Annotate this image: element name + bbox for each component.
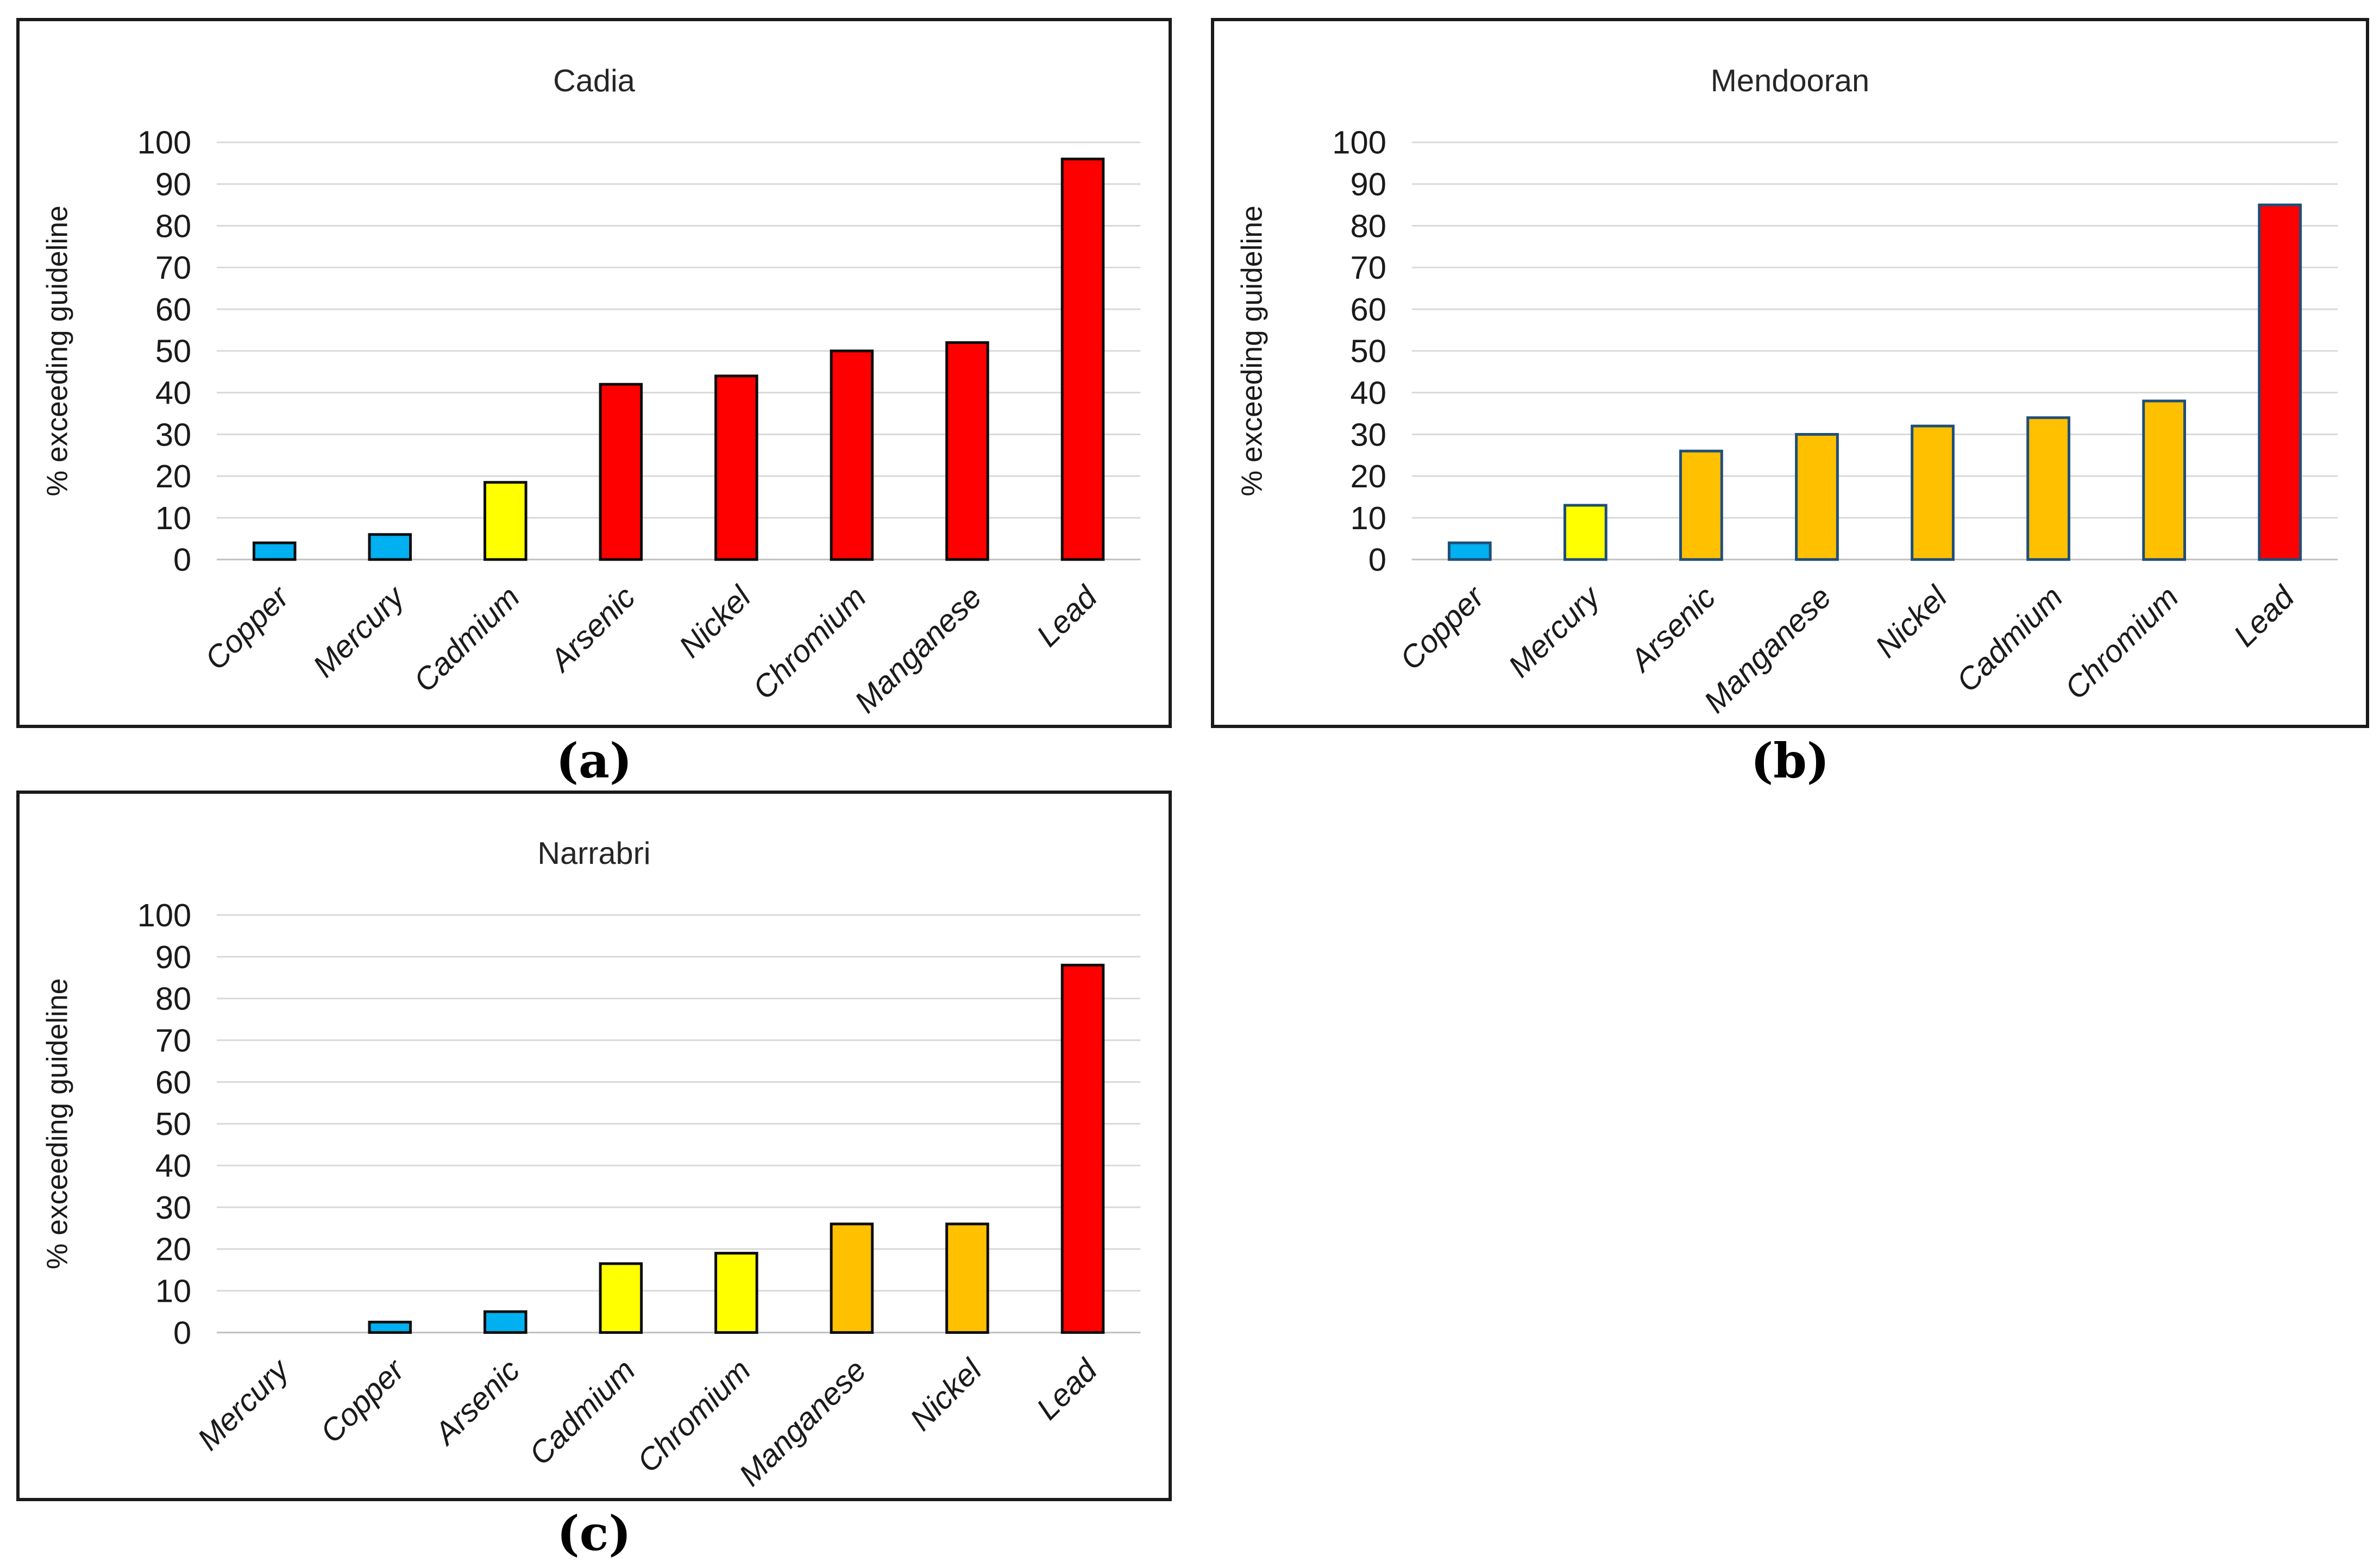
bar-arsenic [1679,449,1723,561]
y-tick-label-60: 60 [1350,291,1386,328]
y-tick-label-40: 40 [155,1147,191,1184]
y-tick-label-20: 20 [155,1231,191,1268]
bar-chromium [2142,399,2186,561]
bar-lead [1060,158,1105,561]
caption-b-text: (b) [1750,732,1830,789]
y-tick-label-70: 70 [1350,249,1386,286]
y-tick-label-20: 20 [1350,458,1386,494]
x-tick-label-cadmium: Cadmium [407,580,527,699]
y-tick-label-40: 40 [1350,375,1386,411]
y-tick-label-100: 100 [137,897,192,933]
bar-arsenic [483,1310,528,1334]
y-tick-label-100: 100 [137,124,192,161]
bar-nickel [714,374,758,561]
x-tick-label-cadmium: Cadmium [523,1353,642,1472]
y-tick-label-60: 60 [155,1064,191,1100]
chart-panel-cadia: 0 10 20 30 40 50 60 70 80 90 100 Copper Mercury Cadmi… [16,18,1172,728]
y-tick-label-50: 50 [155,1106,191,1142]
y-tick-label-80: 80 [155,981,191,1017]
chart-title-c: Narrabri [537,836,650,871]
chart-panel-narrabri: 0 10 20 30 40 50 60 70 80 90 100 Mercury Copper Arsen… [16,791,1172,1501]
bar-nickel [945,1222,989,1334]
x-tick-label-lead: Lead [1030,579,1104,654]
bar-chromium [714,1252,758,1334]
x-tick-label-lead: Lead [1030,1352,1104,1427]
bar-chart-svg-c: 0 10 20 30 40 50 60 70 80 90 100 Mercury Copper Arsen… [41,836,1141,1493]
x-tick-label-nickel: Nickel [673,579,758,664]
y-tick-label-50: 50 [1350,333,1386,369]
y-tick-label-60: 60 [155,291,191,328]
y-axis-label-a: % exceeding guideline [41,205,73,496]
bar-chromium [830,349,874,561]
bar-cadmium [2026,416,2070,561]
y-tick-label-80: 80 [155,208,191,244]
y-tick-label-80: 80 [1350,208,1386,244]
bar-cadmium [483,481,528,561]
x-tick-label-cadmium: Cadmium [1950,580,2069,699]
y-tick-label-70: 70 [155,1023,191,1059]
y-tick-label-40: 40 [155,375,191,411]
x-tick-label-mercury: Mercury [191,1352,297,1457]
y-axis-label-b: % exceeding guideline [1236,205,1269,496]
x-tick-label-chromium: Chromium [2058,580,2186,706]
y-tick-label-0: 0 [1368,542,1386,578]
bar-mercury [1563,504,1607,561]
x-tick-label-copper: Copper [1393,579,1492,676]
bar-chart-svg-b: 0 10 20 30 40 50 60 70 80 90 100 Copper Mercury Arsen… [1236,64,2338,720]
bar-copper [1447,541,1492,561]
x-tick-label-mercury: Mercury [306,579,412,684]
bar-lead [2258,203,2302,561]
bar-lead [1060,963,1105,1334]
y-tick-label-100: 100 [1332,124,1386,161]
y-axis-label-c: % exceeding guideline [41,978,73,1269]
caption-a-text: (a) [556,732,632,789]
bar-arsenic [599,382,643,561]
x-tick-label-lead: Lead [2227,579,2302,654]
x-tick-label-copper: Copper [314,1352,412,1450]
bar-manganese [945,341,989,561]
x-tick-label-arsenic: Arsenic [1623,580,1723,679]
y-tick-label-0: 0 [173,542,191,578]
caption-c-text: (c) [557,1505,631,1561]
chart-title-b: Mendooran [1711,64,1869,98]
y-tick-label-10: 10 [1350,500,1386,536]
y-tick-label-50: 50 [155,333,191,369]
bar-mercury [368,533,412,561]
bar-cadmium [599,1262,643,1334]
bar-copper [368,1320,412,1334]
caption-c: (c) [16,1503,1172,1564]
y-tick-label-30: 30 [155,416,191,453]
x-tick-label-nickel: Nickel [903,1352,989,1437]
y-tick-label-90: 90 [155,166,191,203]
x-tick-label-copper: Copper [198,579,297,676]
y-tick-label-90: 90 [1350,166,1386,203]
y-tick-label-70: 70 [155,249,191,286]
y-tick-label-30: 30 [1350,416,1386,453]
y-tick-label-30: 30 [155,1189,191,1226]
x-tick-label-arsenic: Arsenic [542,580,642,679]
x-tick-label-arsenic: Arsenic [427,1353,527,1452]
y-tick-label-20: 20 [155,458,191,494]
y-tick-label-10: 10 [155,1273,191,1309]
caption-b: (b) [1211,730,2369,792]
bar-chart-svg-a: 0 10 20 30 40 50 60 70 80 90 100 Copper MercuryCadmi… [41,64,1141,720]
y-tick-label-10: 10 [155,500,191,536]
x-tick-label-nickel: Nickel [1869,579,1955,664]
bar-manganese [830,1222,874,1334]
x-tick-label-mercury: Mercury [1502,579,1608,684]
bar-manganese [1795,432,1839,561]
x-tick-label-chromium: Chromium [746,580,873,706]
bar-nickel [1911,424,1955,561]
x-tick-label-chromium: Chromium [631,1353,757,1479]
chart-panel-mendooran: 0 10 20 30 40 50 60 70 80 90 100 Copper Mercury Arsen… [1211,18,2369,728]
y-tick-label-90: 90 [155,939,191,975]
y-tick-label-0: 0 [173,1314,191,1351]
bar-copper [252,541,297,561]
chart-title-a: Cadia [553,64,636,98]
caption-a: (a) [16,730,1172,792]
